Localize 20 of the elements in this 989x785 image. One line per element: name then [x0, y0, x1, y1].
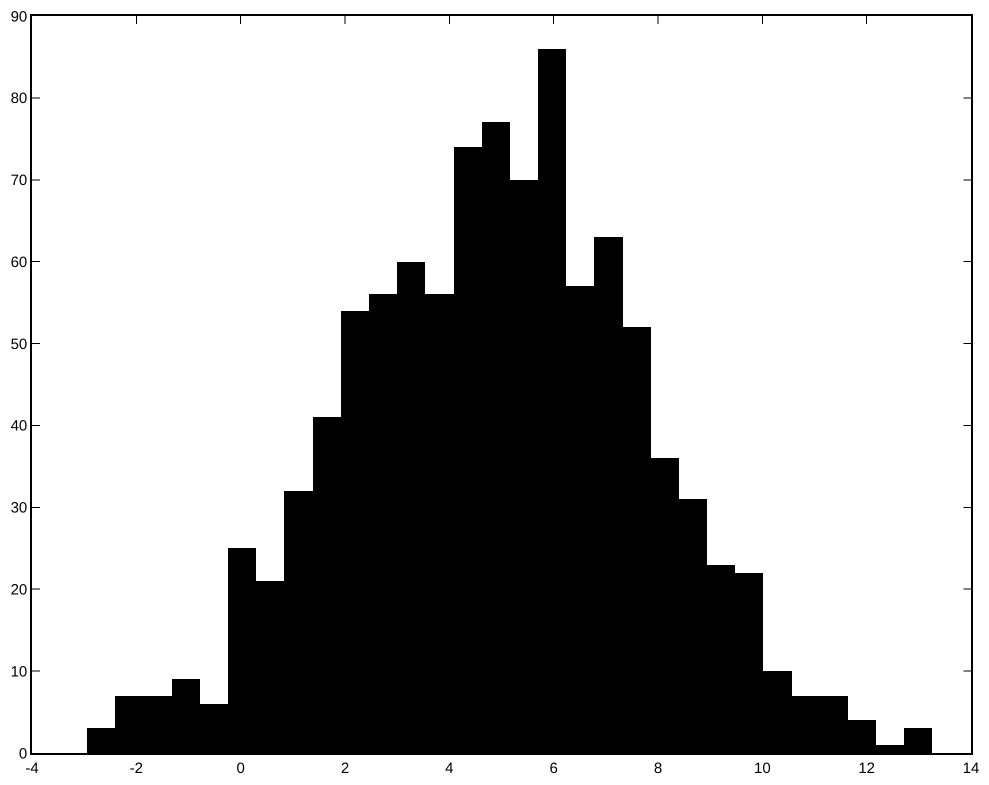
y-tick-label: 60 — [10, 254, 28, 271]
x-tick-label: -4 — [25, 760, 39, 777]
y-tick-label: 40 — [10, 418, 28, 435]
y-tick-label: 80 — [10, 90, 28, 108]
x-tick-label: 12 — [858, 760, 876, 777]
x-tick-label: 4 — [445, 760, 454, 777]
y-tick-label: 10 — [10, 663, 28, 680]
x-tick-label: 0 — [236, 760, 245, 777]
y-tick-label: 30 — [10, 500, 28, 517]
y-tick-label: 20 — [10, 581, 28, 598]
x-tick-label: 2 — [340, 760, 350, 777]
y-tick-label: 0 — [18, 745, 28, 762]
y-tick-label: 70 — [10, 172, 28, 190]
y-tick-label: 50 — [10, 336, 28, 353]
x-tick-label: 8 — [654, 760, 662, 777]
y-tick-label: 90 — [10, 8, 28, 26]
x-tick-label: 6 — [550, 760, 558, 777]
x-tick-label: -2 — [130, 760, 143, 777]
x-tick-label: 10 — [754, 760, 771, 777]
x-tick-label: 14 — [962, 760, 980, 777]
